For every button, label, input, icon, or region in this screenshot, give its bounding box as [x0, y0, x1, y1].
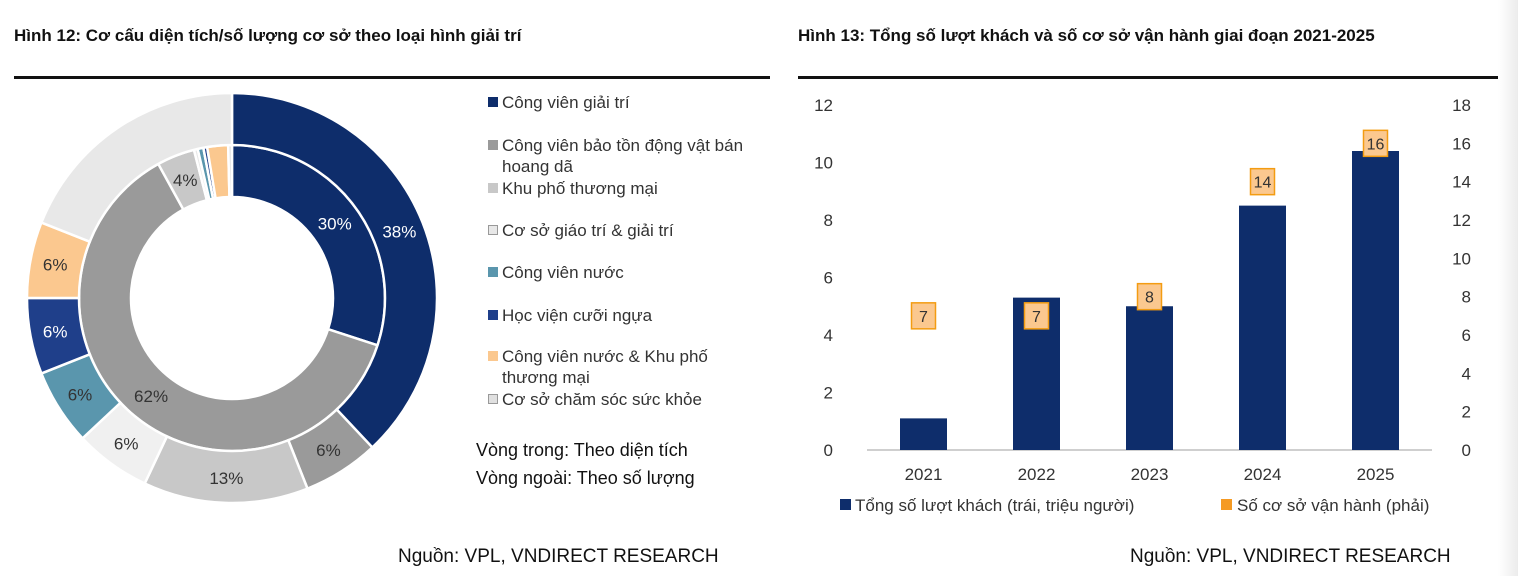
left-axis-tick-label: 12	[814, 96, 833, 115]
legend-label: Công viên bảo tồn động vật bán hoang dã	[502, 136, 744, 176]
legend-item: Khu phố thương mại	[488, 178, 768, 199]
legend-swatch	[488, 267, 498, 277]
legend-item: Công viên nước & Khu phố thương mại	[488, 346, 768, 388]
slice-data-label: 4%	[173, 171, 198, 190]
slice-data-label: 62%	[134, 387, 168, 406]
figure-12-title: Hình 12: Cơ cấu diện tích/số lượng cơ sở…	[14, 26, 522, 45]
left-axis-tick-label: 8	[824, 211, 833, 230]
legend-swatch	[488, 140, 498, 150]
x-axis-tick-label: 2025	[1357, 465, 1395, 484]
legend-swatch-facilities	[1221, 499, 1232, 510]
bar-chart: 0 2 4 6 8 10 12 0 2 4 6 8 10 12 14 16 18 2021 7 2022 7 2023 8 2…	[814, 96, 1471, 515]
x-axis-tick-label: 2024	[1244, 465, 1282, 484]
figure-13-title-rule	[798, 76, 1498, 79]
slice-data-label: 38%	[382, 223, 416, 242]
legend-label: Công viên nước	[502, 263, 624, 282]
facility-count-label: 16	[1367, 136, 1385, 153]
legend-swatch-visitors	[840, 499, 851, 510]
right-axis-tick-label: 6	[1462, 326, 1471, 345]
right-axis-tick-label: 12	[1452, 211, 1471, 230]
slice-data-label: 6%	[43, 323, 68, 342]
legend-label: Công viên giải trí	[502, 93, 630, 112]
legend-label: Học viện cưỡi ngựa	[502, 306, 653, 325]
left-axis-tick-label: 10	[814, 154, 833, 173]
figure-12-title-rule	[14, 76, 770, 79]
slice-data-label: 6%	[43, 255, 68, 274]
facility-count-label: 7	[919, 309, 928, 326]
left-axis-tick-label: 0	[824, 441, 833, 460]
facility-count-marker	[1136, 282, 1163, 311]
facility-count-marker	[1362, 129, 1389, 158]
legend-swatch	[488, 183, 498, 193]
outer-ring-note: Vòng ngoài: Theo số lượng	[476, 468, 695, 488]
right-axis-tick-label: 8	[1462, 288, 1471, 307]
facility-count-label: 14	[1254, 175, 1272, 192]
figure-12-source: Nguồn: VPL, VNDIRECT RESEARCH	[398, 546, 719, 567]
right-axis-tick-label: 18	[1452, 96, 1471, 115]
outer-ring-slice	[39, 91, 234, 244]
legend-item: Công viên nước	[488, 262, 768, 283]
legend-swatch	[488, 310, 498, 320]
legend-item: Công viên giải trí	[488, 92, 768, 113]
bar-visitors	[1352, 151, 1399, 450]
slice-data-label: 6%	[68, 385, 93, 404]
bar-visitors	[1126, 306, 1173, 450]
legend-item: Công viên bảo tồn động vật bán hoang dã	[488, 135, 768, 177]
legend-swatch	[488, 351, 498, 361]
inner-ring-note: Vòng trong: Theo diện tích	[476, 440, 688, 460]
donut-chart: 30% 62% 4% 38% 6% 13% 6% 6% 6% 6%	[25, 91, 439, 505]
x-axis-tick-label: 2021	[905, 465, 943, 484]
legend-label: Cơ sở chăm sóc sức khỏe	[502, 390, 702, 409]
right-axis-tick-label: 2	[1462, 403, 1471, 422]
slice-data-label: 6%	[316, 441, 341, 460]
right-axis-tick-label: 0	[1462, 441, 1471, 460]
facility-count-label: 8	[1145, 290, 1154, 307]
legend-label: Công viên nước & Khu phố thương mại	[502, 347, 708, 387]
slice-data-label: 6%	[114, 435, 139, 454]
x-axis-tick-label: 2022	[1018, 465, 1056, 484]
right-axis-tick-label: 16	[1452, 134, 1471, 153]
left-axis-tick-label: 2	[824, 384, 833, 403]
x-axis-tick-label: 2023	[1131, 465, 1169, 484]
facility-count-label: 7	[1032, 309, 1041, 326]
figure-12-panel: Hình 12: Cơ cấu diện tích/số lượng cơ sở…	[14, 26, 770, 567]
facility-count-marker	[1249, 167, 1276, 196]
bar-visitors	[900, 418, 947, 450]
legend-swatch	[488, 225, 498, 235]
legend-swatch	[488, 394, 498, 404]
legend-item: Học viện cưỡi ngựa	[488, 305, 768, 326]
outer-ring-slice	[230, 91, 439, 450]
left-axis-tick-label: 6	[824, 269, 833, 288]
bar-visitors	[1239, 205, 1286, 450]
figure-13-panel: Hình 13: Tổng số lượt khách và số cơ sở …	[795, 0, 1518, 576]
right-edge-shadow	[1498, 0, 1518, 576]
slice-data-label: 30%	[318, 214, 352, 233]
inner-ring-slice	[226, 143, 234, 199]
legend-item: Cơ sở giáo trí & giải trí	[488, 220, 768, 241]
legend-item: Cơ sở chăm sóc sức khỏe	[488, 389, 768, 410]
facility-count-marker	[1023, 302, 1050, 330]
legend-swatch	[488, 97, 498, 107]
facility-count-marker	[910, 302, 937, 330]
legend-label: Khu phố thương mại	[502, 179, 658, 198]
legend-label: Cơ sở giáo trí & giải trí	[502, 221, 674, 240]
legend-label-visitors: Tổng số lượt khách (trái, triệu người)	[855, 496, 1134, 515]
figure-13-source: Nguồn: VPL, VNDIRECT RESEARCH	[1130, 546, 1451, 567]
left-axis-tick-label: 4	[824, 326, 833, 345]
figure-13-title: Hình 13: Tổng số lượt khách và số cơ sở …	[798, 26, 1375, 45]
right-axis-tick-label: 14	[1452, 173, 1471, 192]
slice-data-label: 13%	[209, 469, 243, 488]
legend-label-facilities: Số cơ sở vận hành (phải)	[1237, 496, 1429, 515]
right-axis-tick-label: 4	[1462, 364, 1471, 383]
right-axis-tick-label: 10	[1452, 249, 1471, 268]
